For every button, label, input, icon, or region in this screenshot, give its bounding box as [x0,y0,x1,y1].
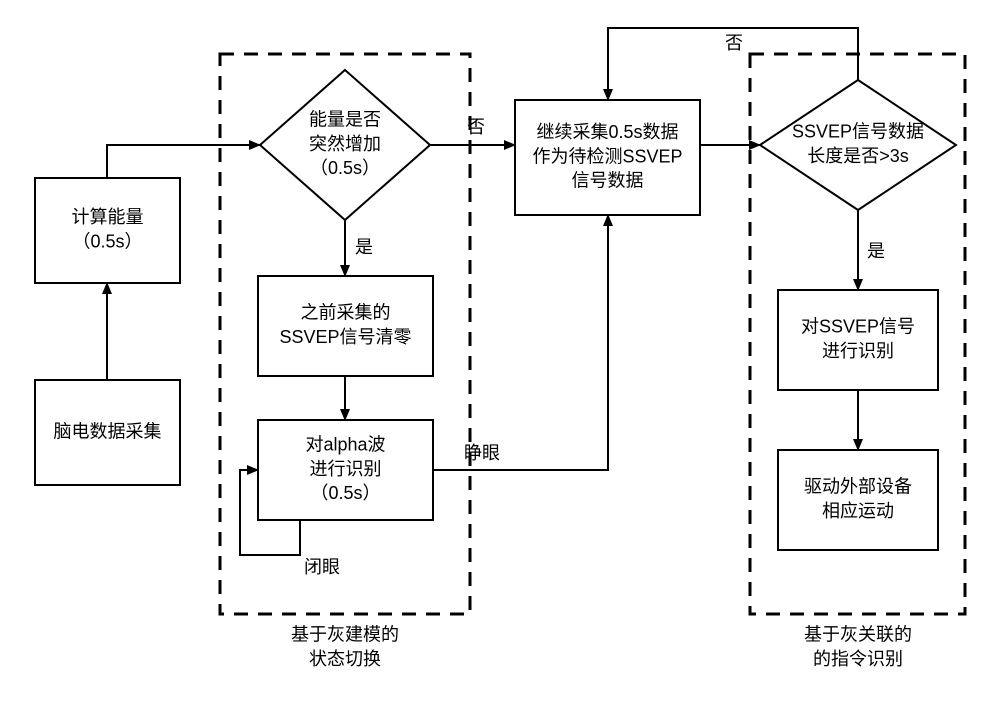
svg-text:（0.5s）: （0.5s） [72,231,142,251]
edge-label-e6-selfloop: 闭眼 [304,557,340,577]
energy-decide: 能量是否突然增加 （0.5s） [260,70,430,220]
flowchart-diagram: 否是闭眼 睁眼 否是 脑电数据采集计算能量 （0.5s） 能量是否突然增加 （0.5s） 之… [0,0,1000,707]
clear-ssvep: 之前采集的 SSVEP信号清零 [258,276,433,376]
svg-text:突然增加: 突然增加 [309,134,381,154]
edge-label-e9: 否 [725,33,743,53]
svg-text:SSVEP信号清零: SSVEP信号清零 [279,327,411,347]
svg-text:脑电数据采集: 脑电数据采集 [54,421,162,441]
svg-text:状态切换: 状态切换 [309,649,381,669]
edge-label-e10: 是 [867,241,885,261]
alpha-recog: 对alpha波进行识别 （0.5s） [258,420,433,520]
svg-text:基于灰建模的: 基于灰建模的 [291,625,399,645]
svg-text:计算能量: 计算能量 [72,207,144,227]
svg-text:作为待检测SSVEP: 作为待检测SSVEP [532,146,682,166]
svg-text:（0.5s）: （0.5s） [310,158,380,178]
svg-text:之前采集的: 之前采集的 [301,303,391,323]
len-decide: SSVEP信号数据长度是否>3s [760,80,956,210]
svg-text:相应运动: 相应运动 [822,501,894,521]
svg-text:SSVEP信号数据: SSVEP信号数据 [792,122,924,142]
edge-label-e3: 否 [467,117,485,137]
svg-text:进行识别: 进行识别 [310,459,382,479]
edge-label-e4: 是 [355,237,373,257]
eeg-collect: 脑电数据采集 [35,380,180,485]
svg-text:继续采集0.5s数据: 继续采集0.5s数据 [536,122,678,142]
drive-device: 驱动外部设备相应运动 [778,450,938,550]
recog-ssvep: 对SSVEP信号进行识别 [778,290,938,390]
svg-text:基于灰关联的: 基于灰关联的 [804,625,912,645]
caption-state-switch: 基于灰建模的状态切换 [291,625,399,669]
svg-text:长度是否>3s: 长度是否>3s [807,146,909,166]
edge-label-e7: 睁眼 [464,443,500,463]
svg-text:信号数据: 信号数据 [572,171,644,191]
caption-cmd-recog: 基于灰关联的的指令识别 [804,625,912,669]
collect-more: 继续采集0.5s数据作为待检测SSVEP 信号数据 [515,100,700,215]
svg-text:（0.5s）: （0.5s） [310,483,380,503]
svg-text:的指令识别: 的指令识别 [813,649,903,669]
edge-e7 [433,215,608,470]
svg-text:对SSVEP信号: 对SSVEP信号 [801,317,915,337]
svg-text:进行识别: 进行识别 [822,341,894,361]
svg-text:驱动外部设备: 驱动外部设备 [804,477,912,497]
svg-text:对alpha波: 对alpha波 [305,434,385,454]
edge-e2 [107,145,260,178]
calc-energy: 计算能量 （0.5s） [35,178,180,283]
svg-text:能量是否: 能量是否 [309,109,381,129]
